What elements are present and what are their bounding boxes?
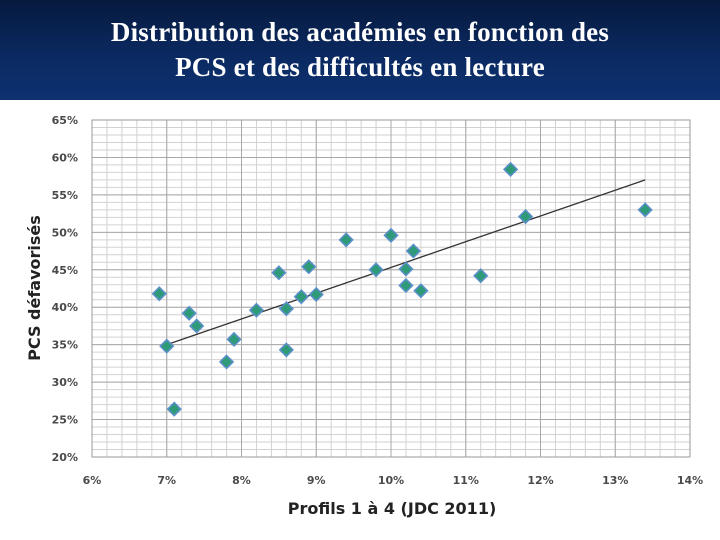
data-point	[502, 161, 519, 178]
title-line-2: PCS et des difficultés en lecture	[175, 52, 545, 82]
data-point	[218, 354, 235, 370]
x-tick-label: 7%	[157, 474, 176, 487]
y-tick-label: 40%	[52, 301, 78, 314]
title-line-1: Distribution des académies en fonction d…	[110, 17, 610, 47]
x-tick-label: 12%	[527, 474, 553, 487]
data-point	[278, 342, 294, 358]
data-point	[398, 277, 414, 294]
data-point	[189, 318, 205, 334]
x-tick-label: 10%	[378, 474, 404, 487]
data-point	[383, 227, 399, 243]
data-points	[151, 161, 653, 417]
title-banner: Distribution des académies en fonction d…	[0, 0, 720, 100]
y-tick-label: 35%	[52, 339, 78, 352]
data-point	[159, 338, 175, 354]
y-tick-label: 50%	[52, 226, 78, 239]
data-point	[308, 286, 324, 303]
y-tick-label: 55%	[52, 189, 78, 202]
data-point	[405, 243, 422, 259]
data-point	[368, 262, 384, 278]
x-tick-label: 9%	[307, 474, 326, 487]
data-point	[271, 265, 287, 281]
y-tick-label: 30%	[52, 376, 78, 389]
data-point	[181, 305, 197, 321]
data-point	[473, 268, 489, 284]
data-point	[226, 331, 242, 348]
data-point	[301, 259, 317, 275]
data-point	[151, 286, 167, 302]
data-point	[637, 202, 653, 218]
data-point	[517, 208, 534, 225]
grid	[91, 119, 691, 458]
x-tick-label: 8%	[232, 474, 251, 487]
plot-border	[91, 119, 691, 458]
x-tick-label: 14%	[677, 474, 703, 487]
y-tick-label: 20%	[52, 451, 78, 464]
y-tick-label: 65%	[52, 114, 78, 127]
data-point	[278, 301, 294, 317]
y-tick-label: 45%	[52, 264, 78, 277]
data-point	[398, 261, 414, 277]
data-point	[166, 401, 182, 417]
data-point	[413, 283, 429, 299]
y-tick-label: 25%	[52, 414, 78, 427]
data-point	[293, 289, 309, 305]
x-tick-label: 11%	[453, 474, 479, 487]
data-point	[338, 232, 354, 248]
data-point	[248, 302, 265, 318]
x-axis-title: Profils 1 à 4 (JDC 2011)	[288, 499, 497, 518]
y-tick-labels: 20% 25% 30% 35% 40% 45% 50% 55% 60% 65%	[52, 114, 78, 464]
x-tick-label: 13%	[602, 474, 628, 487]
scatter-chart: 6% 7% 8% 9% 10% 11% 12% 13% 14% 20% 25% 30% 35% 40% 4…	[25, 114, 704, 518]
y-tick-label: 60%	[52, 151, 78, 164]
x-tick-labels: 6% 7% 8% 9% 10% 11% 12% 13% 14%	[83, 474, 704, 487]
y-axis-title: PCS défavorisés	[25, 215, 44, 361]
x-tick-label: 6%	[83, 474, 102, 487]
